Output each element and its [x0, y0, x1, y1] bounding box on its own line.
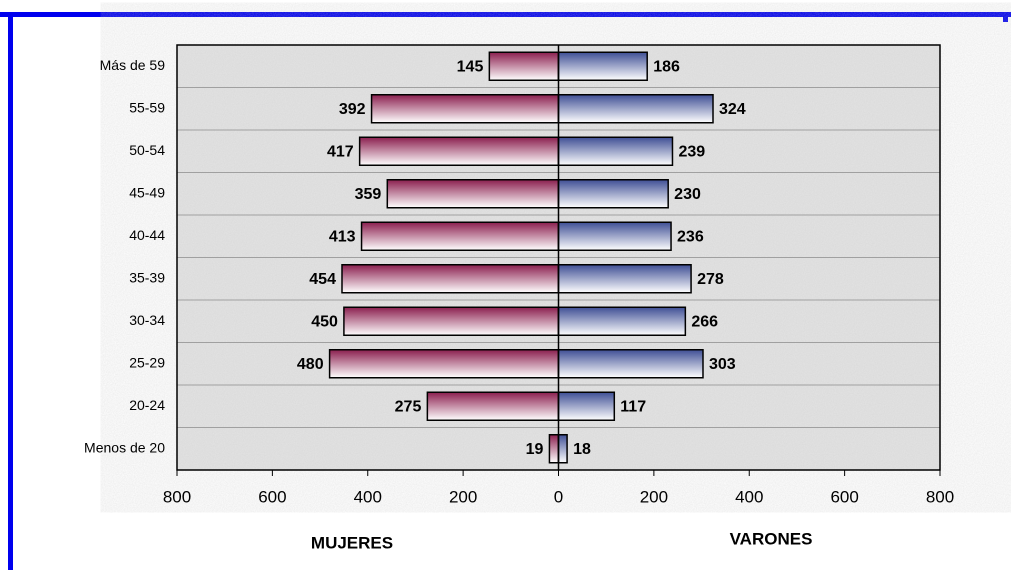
value-label: 278 [697, 271, 724, 288]
category-label: Más de 59 [100, 57, 166, 73]
bar [557, 179, 669, 209]
category-label: 40-44 [129, 227, 165, 243]
x-tick-label: 800 [926, 487, 954, 506]
x-tick-label: 800 [163, 487, 191, 506]
value-label: 392 [339, 101, 366, 118]
frame-top [0, 12, 1011, 17]
value-label: 230 [674, 186, 701, 203]
bar [328, 349, 560, 379]
value-label: 145 [457, 58, 484, 75]
value-label: 19 [526, 441, 544, 458]
value-label: 186 [653, 58, 680, 75]
frame-right [1003, 12, 1008, 22]
category-label: Menos de 20 [84, 439, 165, 455]
bar [548, 434, 560, 464]
bar [557, 94, 714, 124]
value-label: 450 [311, 313, 338, 330]
bar [488, 51, 560, 81]
bar [343, 306, 560, 336]
category-label: 45-49 [129, 184, 165, 200]
bar [557, 434, 568, 464]
bar [358, 136, 560, 166]
value-label: 480 [297, 356, 324, 373]
bar [557, 391, 616, 421]
value-label: 236 [677, 228, 704, 245]
value-label: 359 [355, 186, 382, 203]
value-label: 266 [691, 313, 718, 330]
bar [557, 51, 648, 81]
value-label: 413 [329, 228, 356, 245]
value-label: 239 [678, 143, 705, 160]
bar [426, 391, 560, 421]
category-label: 20-24 [129, 397, 165, 413]
value-label: 18 [573, 441, 591, 458]
x-tick-label: 400 [354, 487, 382, 506]
category-label: 35-39 [129, 269, 165, 285]
bar [557, 306, 687, 336]
series-label: MUJERES [311, 533, 393, 552]
bar [557, 136, 674, 166]
category-label: 25-29 [129, 354, 165, 370]
series-label: VARONES [730, 529, 813, 548]
bar [557, 264, 692, 294]
value-label: 117 [620, 398, 646, 415]
x-tick-label: 200 [640, 487, 668, 506]
value-label: 417 [327, 143, 354, 160]
bar [386, 179, 560, 209]
x-tick-label: 400 [735, 487, 763, 506]
x-tick-label: 600 [258, 487, 286, 506]
category-label: 50-54 [129, 142, 165, 158]
x-tick-label: 600 [830, 487, 858, 506]
category-label: 30-34 [129, 312, 165, 328]
value-label: 324 [719, 101, 746, 118]
bar [360, 221, 560, 251]
x-tick-label: 200 [449, 487, 477, 506]
bar [557, 349, 704, 379]
bar [557, 221, 672, 251]
value-label: 275 [395, 398, 422, 415]
frame-left [8, 12, 13, 570]
value-label: 303 [709, 356, 736, 373]
bar [370, 94, 560, 124]
category-label: 55-59 [129, 99, 165, 115]
bar [341, 264, 560, 294]
x-tick-label: 0 [554, 487, 563, 506]
value-label: 454 [309, 271, 336, 288]
